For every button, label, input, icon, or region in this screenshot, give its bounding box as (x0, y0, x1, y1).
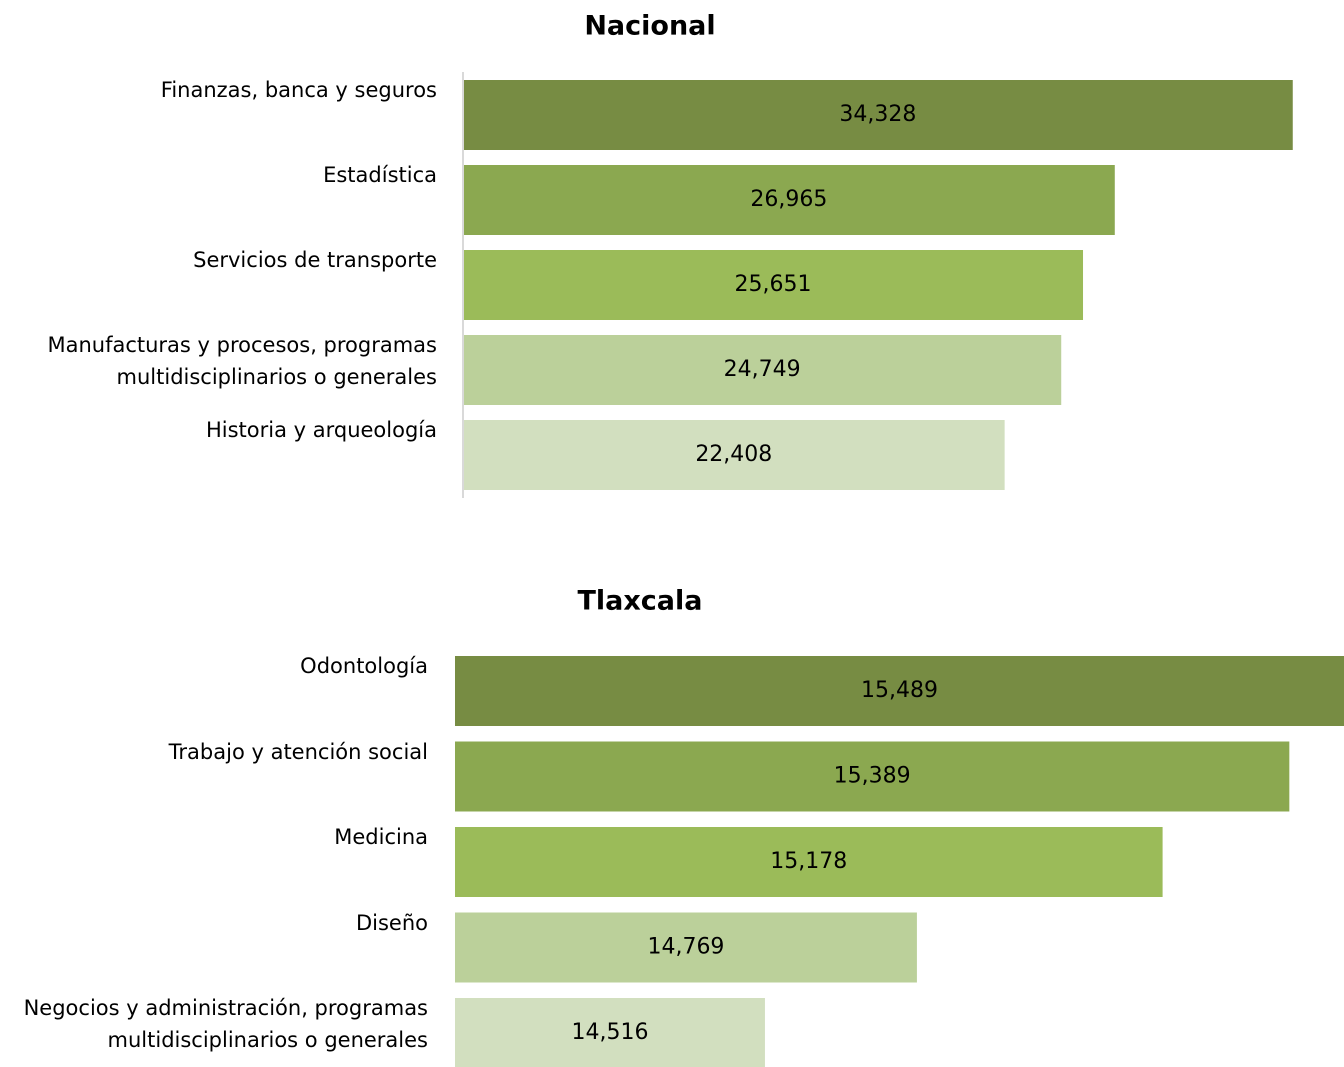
bar (463, 335, 1062, 405)
category-label: Finanzas, banca y seguros (160, 78, 437, 102)
category-label: Servicios de transporte (193, 248, 437, 272)
category-label: Estadística (323, 163, 437, 187)
category-label: Negocios y administración, programas mul… (23, 996, 428, 1052)
bar (463, 420, 1005, 490)
category-label: Medicina (334, 825, 428, 849)
bar (455, 998, 765, 1067)
bar (455, 741, 1290, 812)
bar (455, 827, 1163, 897)
bar (455, 912, 917, 983)
chart-title: Nacional (584, 11, 715, 42)
category-label: Historia y arqueología (205, 418, 437, 442)
data-label: 15,489 (861, 678, 938, 703)
category-label: Diseño (355, 910, 428, 935)
data-label: 14,769 (647, 935, 724, 960)
category-label: Manufacturas y procesos, programas multi… (47, 333, 437, 389)
data-label: 14,516 (571, 1020, 648, 1045)
data-label: 26,965 (750, 187, 827, 212)
data-label: 25,651 (735, 272, 812, 297)
category-label: Trabajo y atención social (168, 739, 428, 764)
bar (455, 656, 1344, 726)
data-label: 15,389 (834, 764, 911, 789)
bar (463, 80, 1293, 150)
data-label: 15,178 (770, 849, 847, 874)
category-label: Odontología (300, 654, 428, 678)
chart-title: Tlaxcala (577, 586, 702, 617)
bar (463, 165, 1115, 235)
data-label: 24,749 (724, 357, 801, 382)
data-label: 34,328 (839, 102, 916, 127)
bar (463, 250, 1084, 320)
data-label: 22,408 (695, 442, 772, 467)
